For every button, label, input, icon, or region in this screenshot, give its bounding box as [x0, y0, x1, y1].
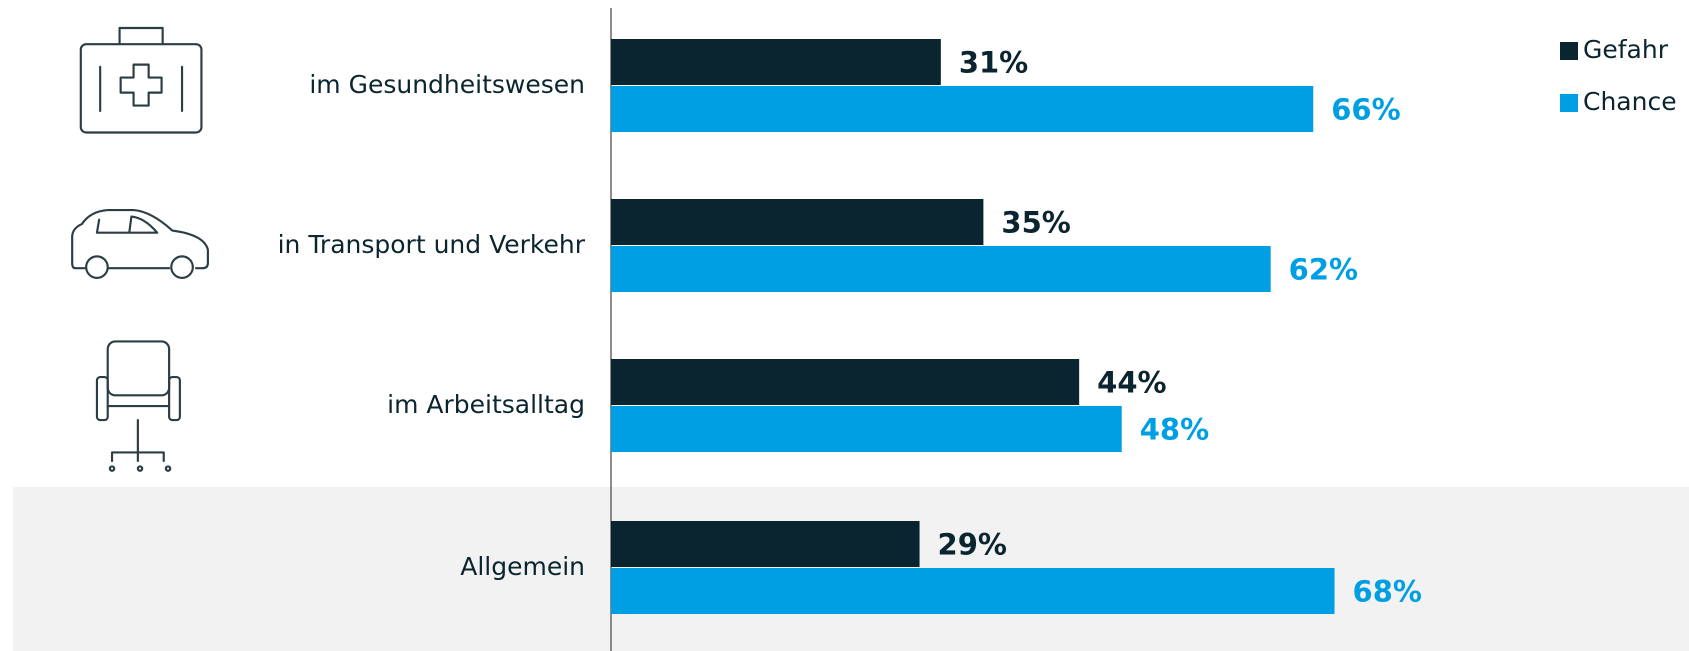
- value-label: 31%: [959, 46, 1028, 80]
- bar: [611, 359, 1080, 405]
- bar: [611, 199, 984, 245]
- bar: [611, 568, 1335, 614]
- bar: [611, 246, 1271, 292]
- medical-kit-icon: [79, 26, 203, 134]
- chair-icon: [95, 340, 181, 472]
- value-label: 44%: [1097, 366, 1166, 400]
- value-label: 35%: [1001, 206, 1070, 240]
- category-label: in Transport und Verkehr: [278, 230, 586, 259]
- legend-label: Gefahr: [1583, 35, 1669, 64]
- bar: [611, 39, 941, 85]
- value-label: 66%: [1331, 93, 1400, 127]
- bar: [611, 521, 920, 567]
- value-label: 68%: [1353, 575, 1422, 609]
- car-icon: [71, 208, 209, 279]
- icons: [71, 26, 209, 472]
- category-label: im Gesundheitswesen: [309, 70, 585, 99]
- value-label: 62%: [1289, 253, 1358, 287]
- legend-swatch: [1560, 94, 1578, 112]
- value-label: 48%: [1140, 413, 1209, 447]
- legend-swatch: [1560, 42, 1578, 60]
- bar: [611, 86, 1314, 132]
- legend-label: Chance: [1583, 87, 1677, 116]
- value-label: 29%: [938, 528, 1007, 562]
- category-label: im Arbeitsalltag: [387, 390, 585, 419]
- bar: [611, 406, 1122, 452]
- category-label: Allgemein: [460, 552, 585, 581]
